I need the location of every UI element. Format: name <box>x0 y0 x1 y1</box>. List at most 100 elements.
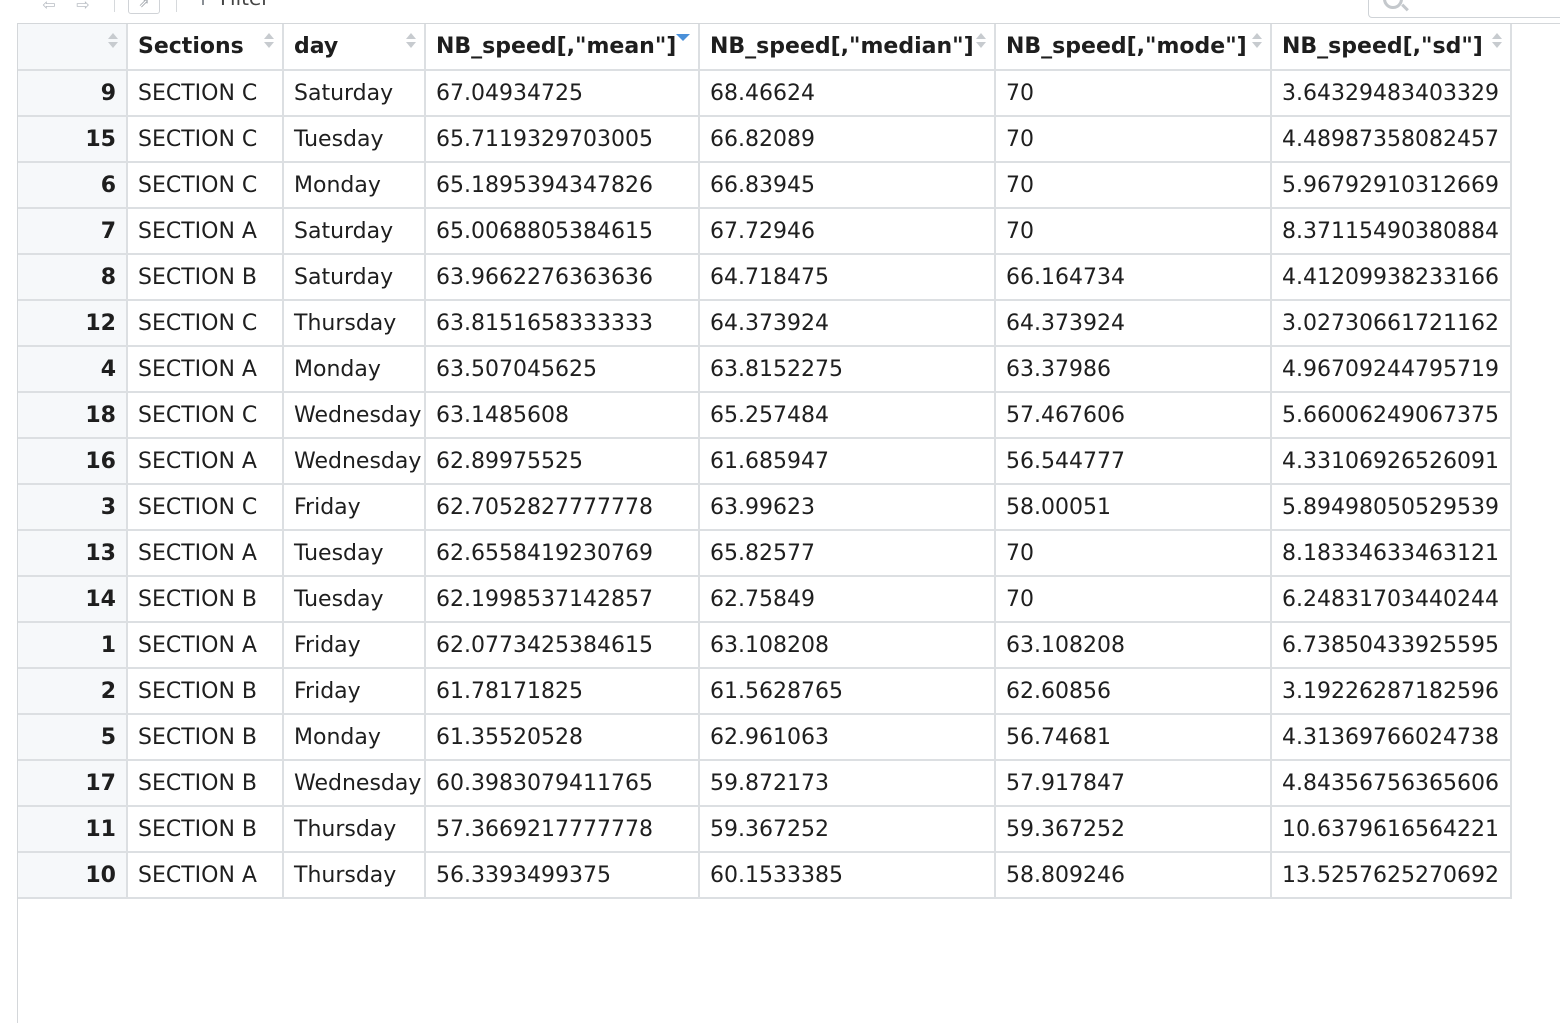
column-header[interactable]: NB_speed[,"mode"] <box>995 24 1272 71</box>
table-row[interactable]: 10 SECTION A Thursday 56.3393499375 60.15333… <box>18 852 1512 899</box>
table-row[interactable]: 1 SECTION A Friday 62.0773425384615 63.10820… <box>18 622 1512 669</box>
table-row[interactable]: 6 SECTION C Monday 65.1895394347826 66.83945… <box>18 162 1512 209</box>
row-number-cell: 3 <box>18 484 128 531</box>
table-cell: SECTION C <box>127 70 284 117</box>
table-cell: 58.00051 <box>995 484 1272 531</box>
table-row[interactable]: 14 SECTION B Tuesday 62.1998537142857 62.758… <box>18 576 1512 623</box>
arrow-right-icon[interactable]: ⇨ <box>76 0 90 14</box>
table-row[interactable]: 15 SECTION C Tuesday 65.7119329703005 66.820… <box>18 116 1512 163</box>
column-header[interactable]: day <box>283 24 426 71</box>
table-cell: 65.0068805384615 <box>425 208 700 255</box>
sort-icon[interactable] <box>108 32 118 54</box>
table-cell: 70 <box>995 208 1272 255</box>
table-cell: Saturday <box>283 208 426 255</box>
table-cell: 3.19226287182596 <box>1271 668 1512 715</box>
table-cell: 70 <box>995 162 1272 209</box>
toolbar-divider <box>176 0 177 12</box>
table-row[interactable]: 5 SECTION B Monday 61.35520528 62.961063 56.7… <box>18 714 1512 761</box>
table-row[interactable]: 2 SECTION B Friday 61.78171825 61.5628765 62.… <box>18 668 1512 715</box>
table-cell: SECTION A <box>127 622 284 669</box>
table-header-row: Sections day NB_speed[,"mean"] NB_speed[,"m… <box>18 24 1512 71</box>
row-number-cell: 16 <box>18 438 128 485</box>
table-cell: 5.96792910312669 <box>1271 162 1512 209</box>
table-row[interactable]: 8 SECTION B Saturday 63.9662276363636 64.718… <box>18 254 1512 301</box>
table-row[interactable]: 18 SECTION C Wednesday 63.1485608 65.257484 5… <box>18 392 1512 439</box>
table-row[interactable]: 12 SECTION C Thursday 63.8151658333333 64.37… <box>18 300 1512 347</box>
table-cell: 63.1485608 <box>425 392 700 439</box>
table-cell: 56.544777 <box>995 438 1272 485</box>
table-cell: 61.78171825 <box>425 668 700 715</box>
table-cell: 4.48987358082457 <box>1271 116 1512 163</box>
table-cell: 65.7119329703005 <box>425 116 700 163</box>
column-header-label: NB_speed[,"mode"] <box>1006 34 1247 59</box>
table-cell: 62.89975525 <box>425 438 700 485</box>
table-cell: Wednesday <box>283 438 426 485</box>
table-cell: 63.99623 <box>699 484 996 531</box>
popout-window-icon[interactable]: ⇗ <box>128 0 160 14</box>
table-row[interactable]: 13 SECTION A Tuesday 62.6558419230769 65.825… <box>18 530 1512 577</box>
row-number-cell: 4 <box>18 346 128 393</box>
search-input[interactable] <box>1368 0 1560 18</box>
row-number-cell: 2 <box>18 668 128 715</box>
table-row[interactable]: 9 SECTION C Saturday 67.04934725 68.46624 70 3… <box>18 70 1512 117</box>
table-cell: 58.809246 <box>995 852 1272 899</box>
table-cell: 8.18334633463121 <box>1271 530 1512 577</box>
table-cell: Tuesday <box>283 116 426 163</box>
table-cell: 61.5628765 <box>699 668 996 715</box>
column-header[interactable]: NB_speed[,"mean"] <box>425 24 700 71</box>
sort-icon[interactable] <box>1252 32 1262 54</box>
table-cell: Thursday <box>283 300 426 347</box>
table-cell: 8.37115490380884 <box>1271 208 1512 255</box>
table-row[interactable]: 17 SECTION B Wednesday 60.3983079411765 59.8… <box>18 760 1512 807</box>
column-header-label: day <box>294 34 339 59</box>
funnel-icon <box>202 0 212 5</box>
sort-icon[interactable] <box>406 32 416 54</box>
table-cell: Friday <box>283 668 426 715</box>
table-cell: Wednesday <box>283 760 426 807</box>
table-cell: SECTION A <box>127 530 284 577</box>
table-cell: 59.872173 <box>699 760 996 807</box>
column-header-label: NB_speed[,"median"] <box>710 34 974 59</box>
table-cell: 66.164734 <box>995 254 1272 301</box>
arrow-left-icon[interactable]: ⇦ <box>42 0 56 14</box>
table-cell: Saturday <box>283 254 426 301</box>
column-header[interactable]: Sections <box>127 24 284 71</box>
table-cell: SECTION C <box>127 162 284 209</box>
table-cell: 66.82089 <box>699 116 996 163</box>
table-cell: 65.257484 <box>699 392 996 439</box>
table-cell: 61.35520528 <box>425 714 700 761</box>
table-row[interactable]: 7 SECTION A Saturday 65.0068805384615 67.729… <box>18 208 1512 255</box>
data-viewer: Sections day NB_speed[,"mean"] NB_speed[,"m… <box>17 23 1560 1023</box>
table-cell: 67.72946 <box>699 208 996 255</box>
column-header[interactable]: NB_speed[,"sd"] <box>1271 24 1512 71</box>
table-row[interactable]: 4 SECTION A Monday 63.507045625 63.8152275 63… <box>18 346 1512 393</box>
table-cell: Thursday <box>283 852 426 899</box>
table-row[interactable]: 16 SECTION A Wednesday 62.89975525 61.685947… <box>18 438 1512 485</box>
sort-icon[interactable] <box>264 32 274 54</box>
sort-icon[interactable] <box>1492 32 1502 54</box>
toolbar-divider <box>114 0 115 12</box>
table-cell: 62.6558419230769 <box>425 530 700 577</box>
table-cell: 56.74681 <box>995 714 1272 761</box>
table-cell: SECTION B <box>127 714 284 761</box>
table-cell: SECTION B <box>127 668 284 715</box>
table-row[interactable]: 11 SECTION B Thursday 57.3669217777778 59.36… <box>18 806 1512 853</box>
table-cell: Tuesday <box>283 576 426 623</box>
table-cell: Wednesday <box>283 392 426 439</box>
row-number-cell: 1 <box>18 622 128 669</box>
table-cell: 10.6379616564221 <box>1271 806 1512 853</box>
table-cell: 5.89498050529539 <box>1271 484 1512 531</box>
table-cell: 64.373924 <box>995 300 1272 347</box>
table-row[interactable]: 3 SECTION C Friday 62.7052827777778 63.99623… <box>18 484 1512 531</box>
table-cell: 62.1998537142857 <box>425 576 700 623</box>
table-cell: Tuesday <box>283 530 426 577</box>
search-icon <box>1383 0 1403 9</box>
sort-icon[interactable] <box>976 32 986 54</box>
column-header[interactable]: NB_speed[,"median"] <box>699 24 996 71</box>
table-cell: 60.1533385 <box>699 852 996 899</box>
column-header-rownum[interactable] <box>18 24 128 71</box>
table-cell: 63.8152275 <box>699 346 996 393</box>
table-cell: 64.373924 <box>699 300 996 347</box>
sort-descending-icon[interactable] <box>676 34 690 41</box>
filter-button[interactable]: Filter <box>202 0 270 10</box>
